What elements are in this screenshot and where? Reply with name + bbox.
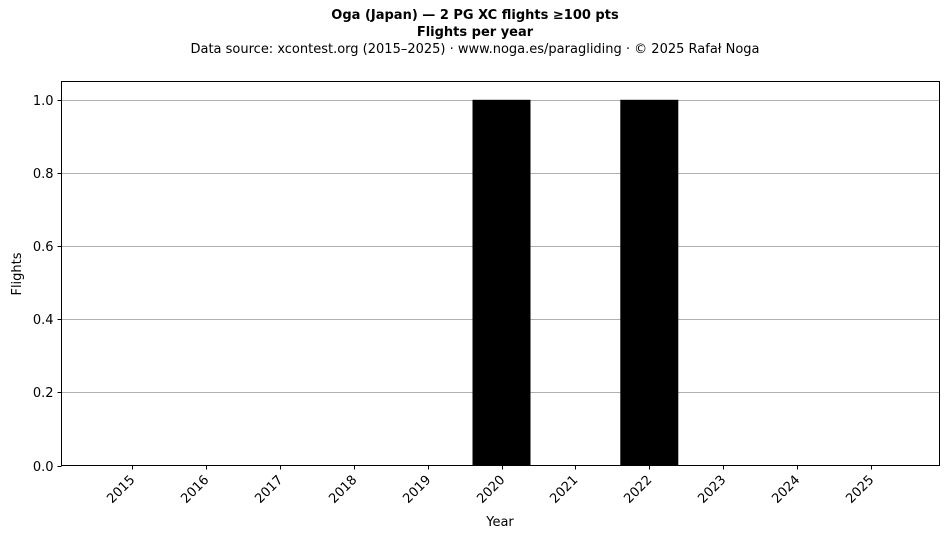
plot-frame	[61, 81, 940, 466]
y-tick-label: 0.6	[33, 240, 54, 255]
x-axis-label: Year	[485, 515, 514, 530]
x-tick-label: 2016	[178, 473, 212, 507]
x-tick-label: 2020	[474, 473, 508, 507]
x-tick-label: 2018	[326, 473, 360, 507]
bars	[472, 99, 679, 466]
chart-title: Oga (Japan) — 2 PG XC flights ≥100 pts	[331, 8, 619, 23]
chart-subtitle: Flights per year	[416, 25, 534, 40]
bar-2020	[472, 99, 531, 466]
y-tick-label: 0.4	[33, 313, 54, 328]
x-tick-label: 2024	[769, 473, 803, 507]
y-tick-label: 0.2	[33, 386, 54, 401]
y-axis-label: Flights	[10, 252, 25, 295]
y-axis: 0.0 0.2 0.4 0.6 0.8 1.0	[33, 94, 62, 475]
x-tick-label: 2017	[252, 473, 286, 507]
x-axis: 2015 2016 2017 2018 2019 2020 2021 2022 2023 2024…	[104, 465, 877, 507]
y-tick-label: 0.0	[33, 460, 54, 475]
x-tick-label: 2025	[843, 473, 877, 507]
x-tick-label: 2021	[547, 473, 581, 507]
chart-source-note: Data source: xcontest.org (2015–2025) · …	[190, 42, 760, 57]
x-tick-label: 2022	[621, 473, 655, 507]
bar-2022	[620, 99, 679, 466]
x-tick-label: 2023	[695, 473, 729, 507]
y-tick-label: 0.8	[33, 167, 54, 182]
x-tick-label: 2015	[104, 473, 138, 507]
chart-titles: Oga (Japan) — 2 PG XC flights ≥100 pts F…	[0, 7, 950, 58]
y-tick-label: 1.0	[33, 94, 54, 109]
x-tick-label: 2019	[400, 473, 434, 507]
